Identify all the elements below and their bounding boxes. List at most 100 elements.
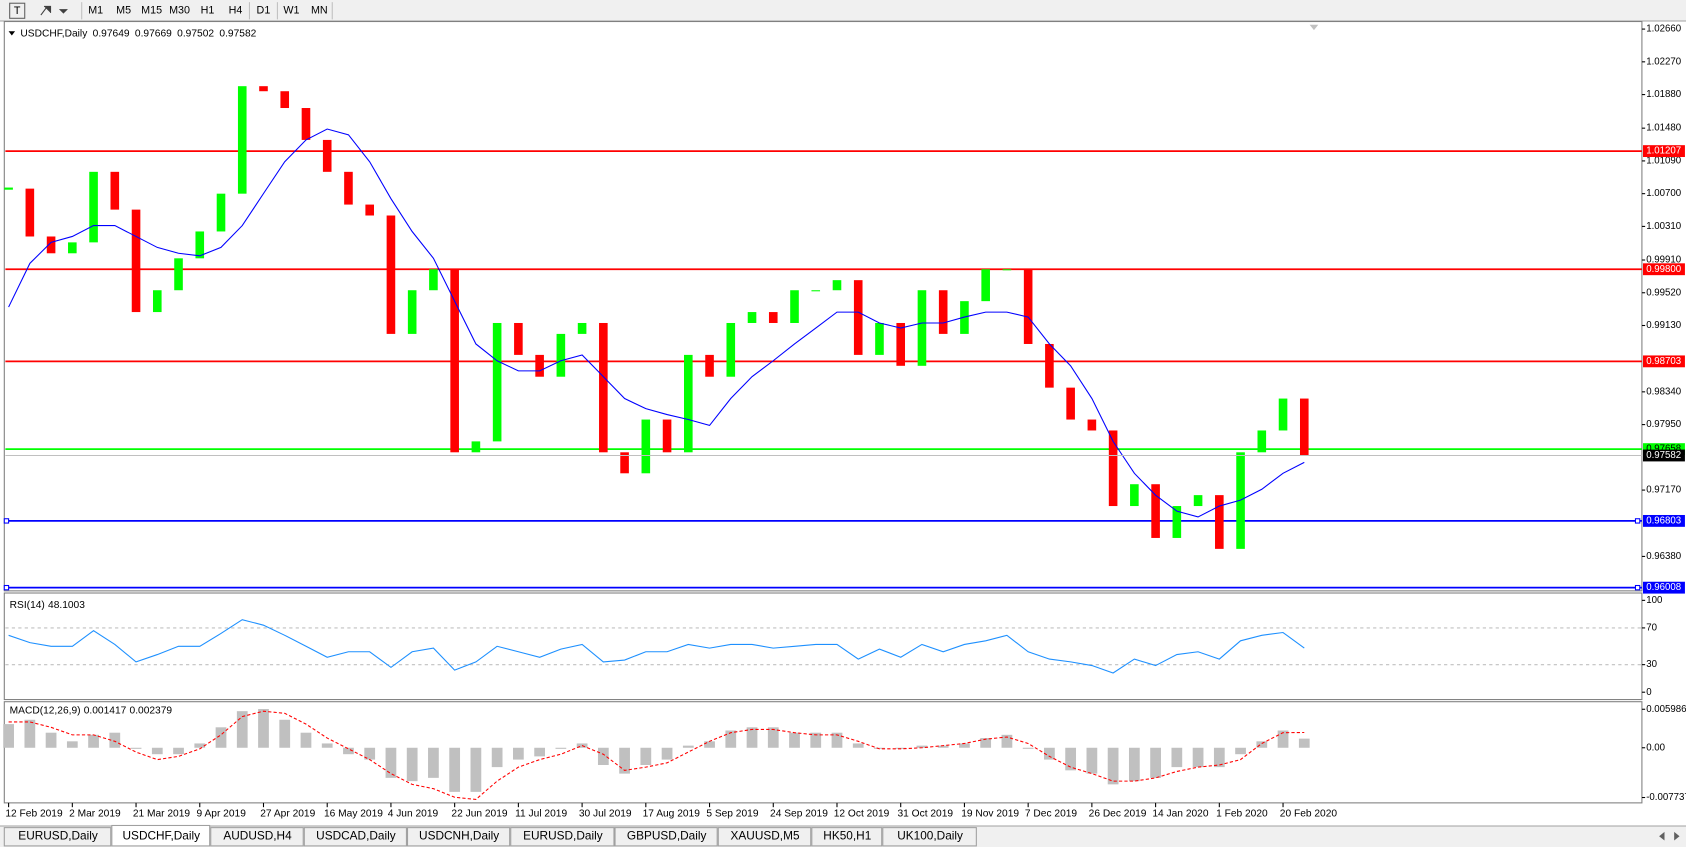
candle [110, 171, 120, 210]
level-price-tag [1642, 355, 1685, 368]
macd-bar [3, 724, 14, 748]
macd-bar [1044, 747, 1055, 760]
y-tick-label: 1.00310 [1646, 221, 1681, 232]
timeframe-button[interactable]: M5 [116, 5, 131, 17]
level-handle [1634, 518, 1641, 524]
chart-tab[interactable] [303, 827, 407, 847]
candle [89, 171, 98, 243]
macd-bar [1001, 734, 1013, 748]
y-tick-label: 0.005986 [1646, 704, 1686, 715]
candle [768, 312, 778, 323]
x-tick-label: 16 May 2019 [324, 808, 383, 819]
candle [174, 258, 183, 291]
candle [917, 290, 927, 366]
timeframe-button[interactable]: M30 [169, 5, 190, 17]
x-tick-label: 12 Feb 2019 [5, 808, 63, 819]
y-tick-label: 1.02660 [1646, 24, 1681, 35]
macd-bar [194, 743, 206, 748]
timeframe-button[interactable]: D1 [257, 5, 271, 17]
macd-bar [24, 719, 36, 748]
chart-tab-label[interactable]: EURUSD,Daily [523, 828, 603, 842]
chart-tab[interactable] [717, 827, 812, 847]
macd-bar [1107, 747, 1119, 785]
x-tick-label: 12 Oct 2019 [834, 808, 890, 819]
chart-tab[interactable] [510, 827, 615, 847]
y-tick-label: -0.007737 [1646, 792, 1686, 803]
candle [938, 290, 948, 334]
macd-bar [789, 732, 800, 748]
chart-tab-label[interactable]: USDCAD,Daily [316, 828, 396, 842]
candle [684, 354, 693, 453]
draw-tool-icon[interactable] [40, 5, 68, 16]
chart-tab-label[interactable]: USDCNH,Daily [419, 828, 499, 842]
macd-bar [831, 732, 843, 748]
macd-bar [109, 732, 121, 748]
macd-bar [66, 741, 78, 748]
level-handle [1634, 584, 1641, 591]
signal-line [8, 710, 1305, 800]
macd-bar [959, 743, 970, 748]
candle [599, 322, 608, 453]
chart-tab[interactable] [882, 827, 977, 847]
indicator-header: RSI(14) 48.1003 [10, 600, 86, 611]
tab-scroll[interactable] [1659, 831, 1680, 841]
candle [1108, 430, 1118, 507]
chart-tab[interactable] [811, 827, 883, 847]
candle [641, 419, 651, 474]
level-handle [3, 584, 10, 591]
candle [1193, 495, 1203, 507]
chart-tab-label[interactable]: GBPUSD,Daily [627, 828, 707, 842]
chart-tab-label[interactable]: EURUSD,Daily [18, 828, 98, 842]
level-price-tag [1642, 263, 1685, 276]
text-tool-glyph: T [14, 5, 21, 17]
timeframe-button[interactable]: M15 [141, 5, 162, 17]
candle [790, 290, 799, 323]
timeframe-button[interactable]: H4 [229, 5, 243, 17]
candle [25, 188, 35, 237]
macd-bar [428, 747, 439, 778]
candle [407, 290, 417, 334]
chart-tab-label[interactable]: USDCHF,Daily [123, 828, 201, 842]
timeframe-button[interactable]: M1 [88, 5, 103, 17]
y-tick-label: 1.00700 [1646, 188, 1681, 199]
chart-tab-label[interactable]: HK50,H1 [823, 828, 871, 842]
indicator-title: RSI(14) [10, 600, 45, 611]
chart-tab-label[interactable]: AUDUSD,H4 [223, 828, 292, 842]
candle [832, 280, 842, 291]
chart-tab[interactable] [3, 827, 112, 847]
candle [386, 215, 396, 334]
ohlc-value: 0.97502 [177, 28, 214, 39]
timeframe-button[interactable]: W1 [283, 5, 299, 17]
chart-tab[interactable] [210, 827, 304, 847]
chart-tab-label[interactable]: XAUUSD,M5 [731, 828, 800, 842]
candle [1172, 506, 1182, 538]
price-panel [3, 20, 1643, 592]
chart-header: USDCHF,Daily 0.97649 0.97669 0.97502 0.97582 [20, 28, 256, 39]
chart-tab[interactable] [111, 824, 211, 847]
macd-bar [937, 745, 949, 748]
chart-tab[interactable] [406, 827, 511, 847]
chart-tab[interactable] [614, 827, 718, 847]
text-tool-icon[interactable] [9, 2, 26, 19]
chart-tab-label[interactable]: UK100,Daily [897, 828, 963, 842]
timeframe-button[interactable]: H1 [201, 5, 215, 17]
x-tick-label: 31 Oct 2019 [897, 808, 953, 819]
candle [514, 322, 523, 355]
x-tick-label: 11 Jul 2019 [515, 808, 567, 819]
macd-bar [555, 747, 567, 749]
candle [1087, 419, 1097, 431]
macd-bar [1128, 747, 1140, 782]
candle [471, 441, 481, 453]
candle [237, 86, 247, 194]
macd-bar [1192, 747, 1204, 768]
moving-average [8, 128, 1305, 518]
y-tick-label: 0.96380 [1646, 551, 1681, 562]
macd-bar [151, 747, 163, 755]
timeframe-button[interactable]: MN [311, 5, 328, 17]
candle [216, 193, 226, 232]
macd-bar [1277, 730, 1289, 748]
candle [1151, 484, 1160, 538]
macd-bar [470, 747, 482, 792]
